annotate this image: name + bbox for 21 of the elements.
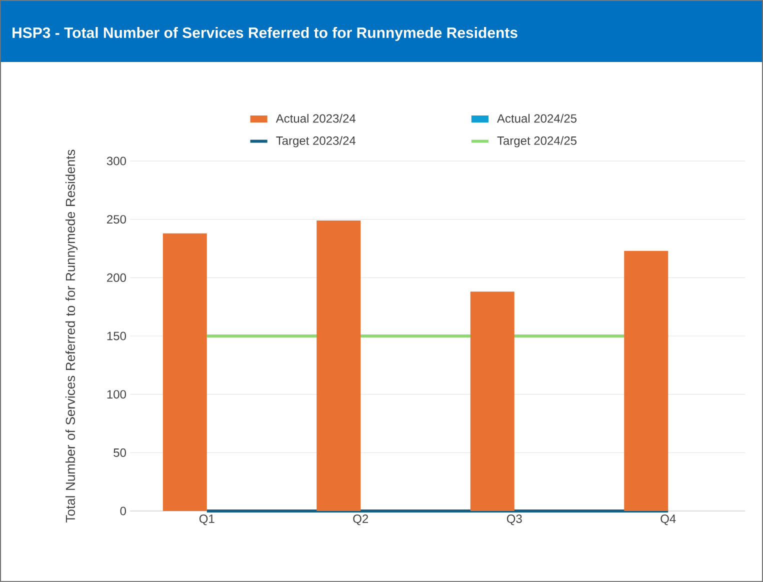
x-tick-label: Q4 (660, 514, 676, 526)
bar (624, 250, 668, 511)
y-axis-title: Total Number of Services Referred to for Runnymede Residents (65, 150, 78, 522)
x-tick-label: Q1 (199, 514, 214, 526)
legend-label: Target 2024/25 (497, 136, 577, 148)
bar (316, 220, 361, 511)
x-tick-label: Q3 (506, 514, 522, 526)
y-tick-label: 150 (107, 332, 126, 340)
legend-label: Actual 2023/24 (276, 114, 356, 123)
chart-title: HSP3 - Total Number of Services Referred to for Runnymede Residents (12, 27, 518, 41)
y-tick-label: 200 (107, 273, 126, 282)
y-tick-label: 250 (107, 215, 126, 224)
x-tick-label: Q2 (353, 514, 368, 526)
legend-label: Target 2023/24 (276, 136, 356, 148)
y-tick-label: 100 (107, 390, 126, 399)
bar (162, 233, 207, 511)
y-tick-label: 300 (106, 156, 126, 166)
y-tick-label: 0 (120, 506, 126, 516)
legend-label: Actual 2024/25 (496, 114, 577, 123)
y-tick-label: 50 (114, 448, 126, 457)
bar (470, 292, 514, 511)
